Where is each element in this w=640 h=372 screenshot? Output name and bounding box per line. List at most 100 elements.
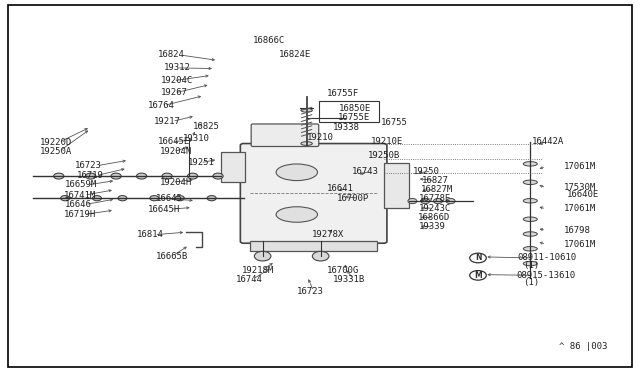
Text: 16723: 16723 (75, 161, 102, 170)
Bar (319, 101, 380, 122)
Text: 16723: 16723 (296, 287, 323, 296)
Text: 16640E: 16640E (566, 190, 599, 199)
Text: 16824: 16824 (157, 51, 184, 60)
Circle shape (175, 196, 184, 201)
Text: 16755: 16755 (381, 118, 408, 127)
Text: 16700G: 16700G (326, 266, 358, 275)
Text: 16778E: 16778E (419, 195, 451, 203)
Ellipse shape (524, 217, 538, 221)
Text: 19278X: 19278X (312, 230, 344, 239)
Circle shape (54, 173, 64, 179)
Text: 16827: 16827 (422, 176, 449, 185)
Text: N: N (475, 253, 481, 263)
Bar (221, 152, 246, 182)
Text: 16645E: 16645E (157, 137, 189, 146)
Text: 16824E: 16824E (278, 51, 311, 60)
Circle shape (470, 253, 486, 263)
Text: 16850E: 16850E (339, 104, 371, 113)
Text: 19217: 19217 (154, 117, 181, 126)
Text: 17061M: 17061M (563, 240, 596, 249)
Text: 16741M: 16741M (64, 191, 96, 200)
Circle shape (118, 196, 127, 201)
Text: 08911-10610: 08911-10610 (518, 253, 577, 263)
Text: 08915-13610: 08915-13610 (516, 271, 575, 280)
Text: 16827M: 16827M (420, 185, 453, 194)
Ellipse shape (524, 247, 538, 251)
Circle shape (433, 199, 442, 203)
Text: 16700P: 16700P (337, 194, 369, 203)
Circle shape (312, 251, 329, 261)
Circle shape (86, 173, 96, 179)
Text: 19204H: 19204H (159, 178, 191, 187)
FancyBboxPatch shape (251, 124, 319, 147)
Text: 16814: 16814 (137, 230, 164, 239)
FancyBboxPatch shape (241, 144, 387, 243)
Text: 16719H: 16719H (64, 210, 96, 219)
Text: 19210: 19210 (307, 133, 334, 142)
Circle shape (188, 173, 198, 179)
Circle shape (136, 173, 147, 179)
Text: 19339: 19339 (419, 222, 445, 231)
Text: 19251: 19251 (188, 158, 214, 167)
Text: 19250B: 19250B (368, 151, 400, 160)
Ellipse shape (524, 161, 538, 166)
Text: 19338: 19338 (333, 123, 360, 132)
Circle shape (470, 270, 486, 280)
Bar (384, 163, 409, 208)
Ellipse shape (524, 199, 538, 203)
Text: 16641: 16641 (326, 185, 353, 193)
Text: 19250: 19250 (412, 167, 439, 176)
Text: M: M (474, 271, 482, 280)
Text: 19310: 19310 (183, 134, 210, 142)
Text: 16659M: 16659M (65, 180, 97, 189)
Circle shape (254, 251, 271, 261)
Text: 16755E: 16755E (338, 113, 370, 122)
Text: (1): (1) (523, 278, 539, 287)
Text: 17530M: 17530M (564, 183, 596, 192)
Circle shape (111, 173, 121, 179)
Ellipse shape (524, 180, 538, 185)
Circle shape (408, 199, 417, 203)
Text: 16798: 16798 (563, 226, 590, 235)
Circle shape (162, 173, 172, 179)
Text: 19218M: 19218M (243, 266, 275, 275)
Text: 16743: 16743 (352, 167, 379, 176)
Text: 16442A: 16442A (532, 137, 564, 146)
Text: 19250A: 19250A (40, 147, 72, 156)
Text: 17061M: 17061M (563, 204, 596, 214)
Ellipse shape (524, 261, 538, 266)
Text: 19331B: 19331B (333, 275, 365, 283)
Ellipse shape (524, 232, 538, 236)
Text: 16744: 16744 (236, 275, 263, 283)
Text: 16866D: 16866D (417, 213, 450, 222)
Text: 16646: 16646 (65, 200, 92, 209)
Text: ^ 86 |003: ^ 86 |003 (559, 342, 607, 351)
Circle shape (420, 199, 429, 203)
Circle shape (61, 196, 70, 201)
Text: 19204C: 19204C (161, 76, 193, 85)
Ellipse shape (301, 109, 312, 112)
Text: 19267: 19267 (161, 89, 188, 97)
Text: 16825: 16825 (193, 122, 220, 131)
Text: 19243C: 19243C (419, 203, 451, 213)
Circle shape (213, 173, 223, 179)
Text: 16645: 16645 (156, 195, 183, 203)
Ellipse shape (276, 164, 317, 180)
Bar (250, 241, 378, 251)
Ellipse shape (276, 207, 317, 222)
Circle shape (446, 199, 455, 203)
Text: (1): (1) (523, 261, 539, 270)
Text: 19204N: 19204N (159, 147, 191, 156)
Ellipse shape (301, 142, 312, 145)
Text: 16719: 16719 (77, 171, 104, 180)
Text: 19312: 19312 (164, 63, 191, 72)
Text: 17061M: 17061M (563, 162, 596, 171)
Text: 19210E: 19210E (371, 137, 403, 146)
Circle shape (150, 196, 159, 201)
Text: 16755F: 16755F (326, 89, 358, 98)
Text: 16764: 16764 (148, 101, 175, 110)
Text: 19220D: 19220D (40, 138, 72, 147)
Text: 16645H: 16645H (148, 205, 180, 214)
Text: 16665B: 16665B (156, 251, 189, 261)
Circle shape (93, 196, 101, 201)
